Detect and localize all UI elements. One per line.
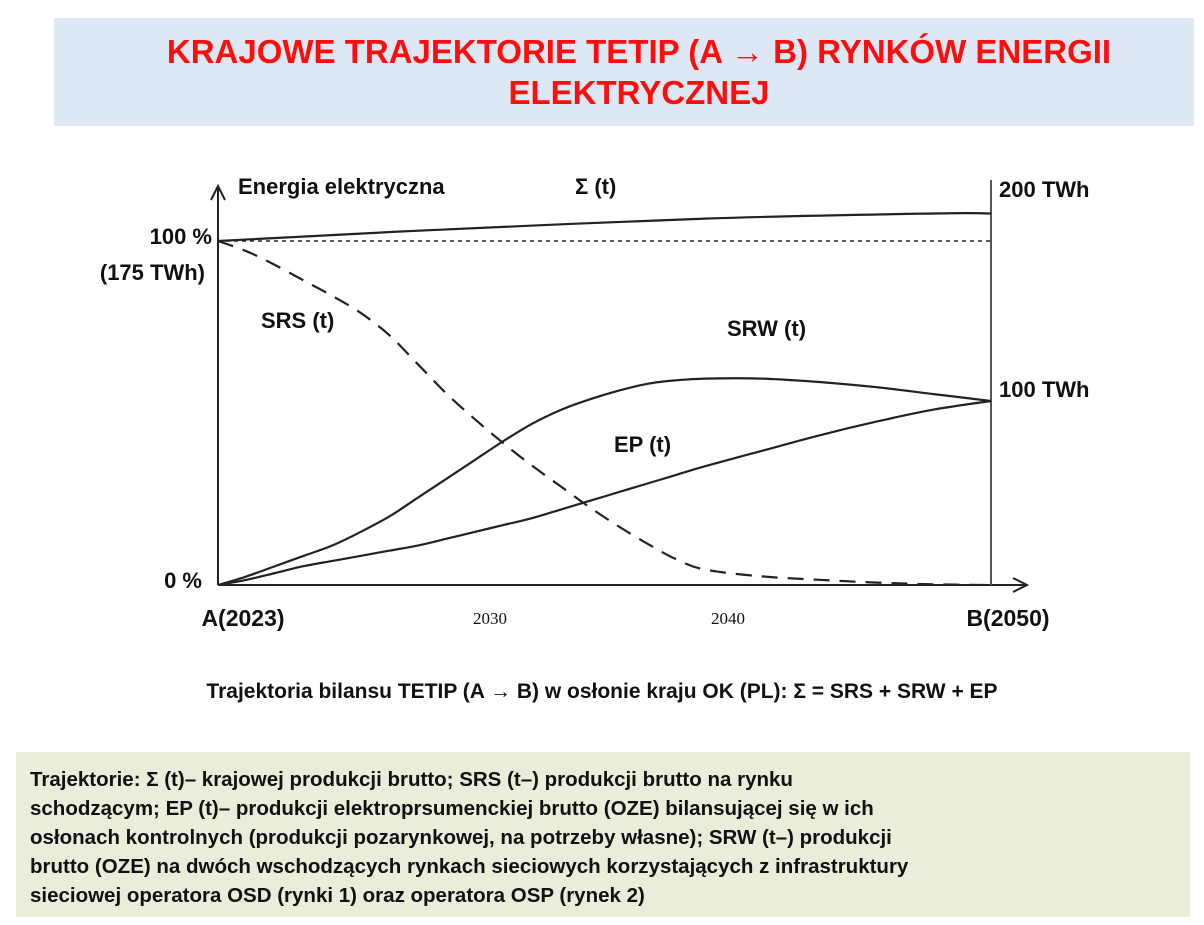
right-label-200twh: 200 TWh <box>999 177 1089 202</box>
series-line-sigma <box>217 212 992 243</box>
x-axis-arrow <box>1012 577 1030 593</box>
series-label-ep: EP (t) <box>614 432 671 457</box>
y-tick-0: 0 % <box>164 568 202 593</box>
notes-box: Trajektorie: Σ (t)– krajowej produkcji b… <box>16 752 1190 917</box>
trajectory-chart: Energia elektryczna Σ (t) SRS (t) SRW (t… <box>100 174 1090 631</box>
series-line-ep <box>217 399 992 587</box>
series-line-srs <box>217 239 992 587</box>
y-tick-100: 100 % <box>150 224 212 249</box>
x-tick-2030: 2030 <box>473 609 507 628</box>
chart-caption: Trajektoria bilansu TETIP (A → B) w osło… <box>206 680 998 703</box>
notes-line: sieciowej operatora OSD (rynki 1) oraz o… <box>30 884 645 907</box>
notes-line: brutto (OZE) na dwóch wschodzących rynka… <box>30 855 909 878</box>
y-axis-label: Energia elektryczna <box>238 174 445 199</box>
slide-title: KRAJOWE TRAJEKTORIE TETIP (A → B) RYNKÓW… <box>166 33 1112 111</box>
title-banner: KRAJOWE TRAJEKTORIE TETIP (A → B) RYNKÓW… <box>54 18 1194 126</box>
series-label-srs: SRS (t) <box>261 308 334 333</box>
x-tick-a2023: A(2023) <box>201 605 284 631</box>
notes-line: schodzącym; EP (t)– produkcji elektroprs… <box>30 797 874 820</box>
x-tick-b2050: B(2050) <box>966 605 1049 631</box>
y-tick-175twh: (175 TWh) <box>100 260 205 285</box>
series-label-sigma: Σ (t) <box>575 174 616 199</box>
series-line-srw <box>217 377 992 587</box>
y-axis-arrow <box>210 183 226 201</box>
notes-line: Trajektorie: Σ (t)– krajowej produkcji b… <box>30 768 793 791</box>
series-label-srw: SRW (t) <box>727 316 806 341</box>
notes-line: osłonach kontrolnych (produkcji pozarynk… <box>30 826 892 849</box>
x-tick-2040: 2040 <box>711 609 745 628</box>
right-label-100twh: 100 TWh <box>999 377 1089 402</box>
